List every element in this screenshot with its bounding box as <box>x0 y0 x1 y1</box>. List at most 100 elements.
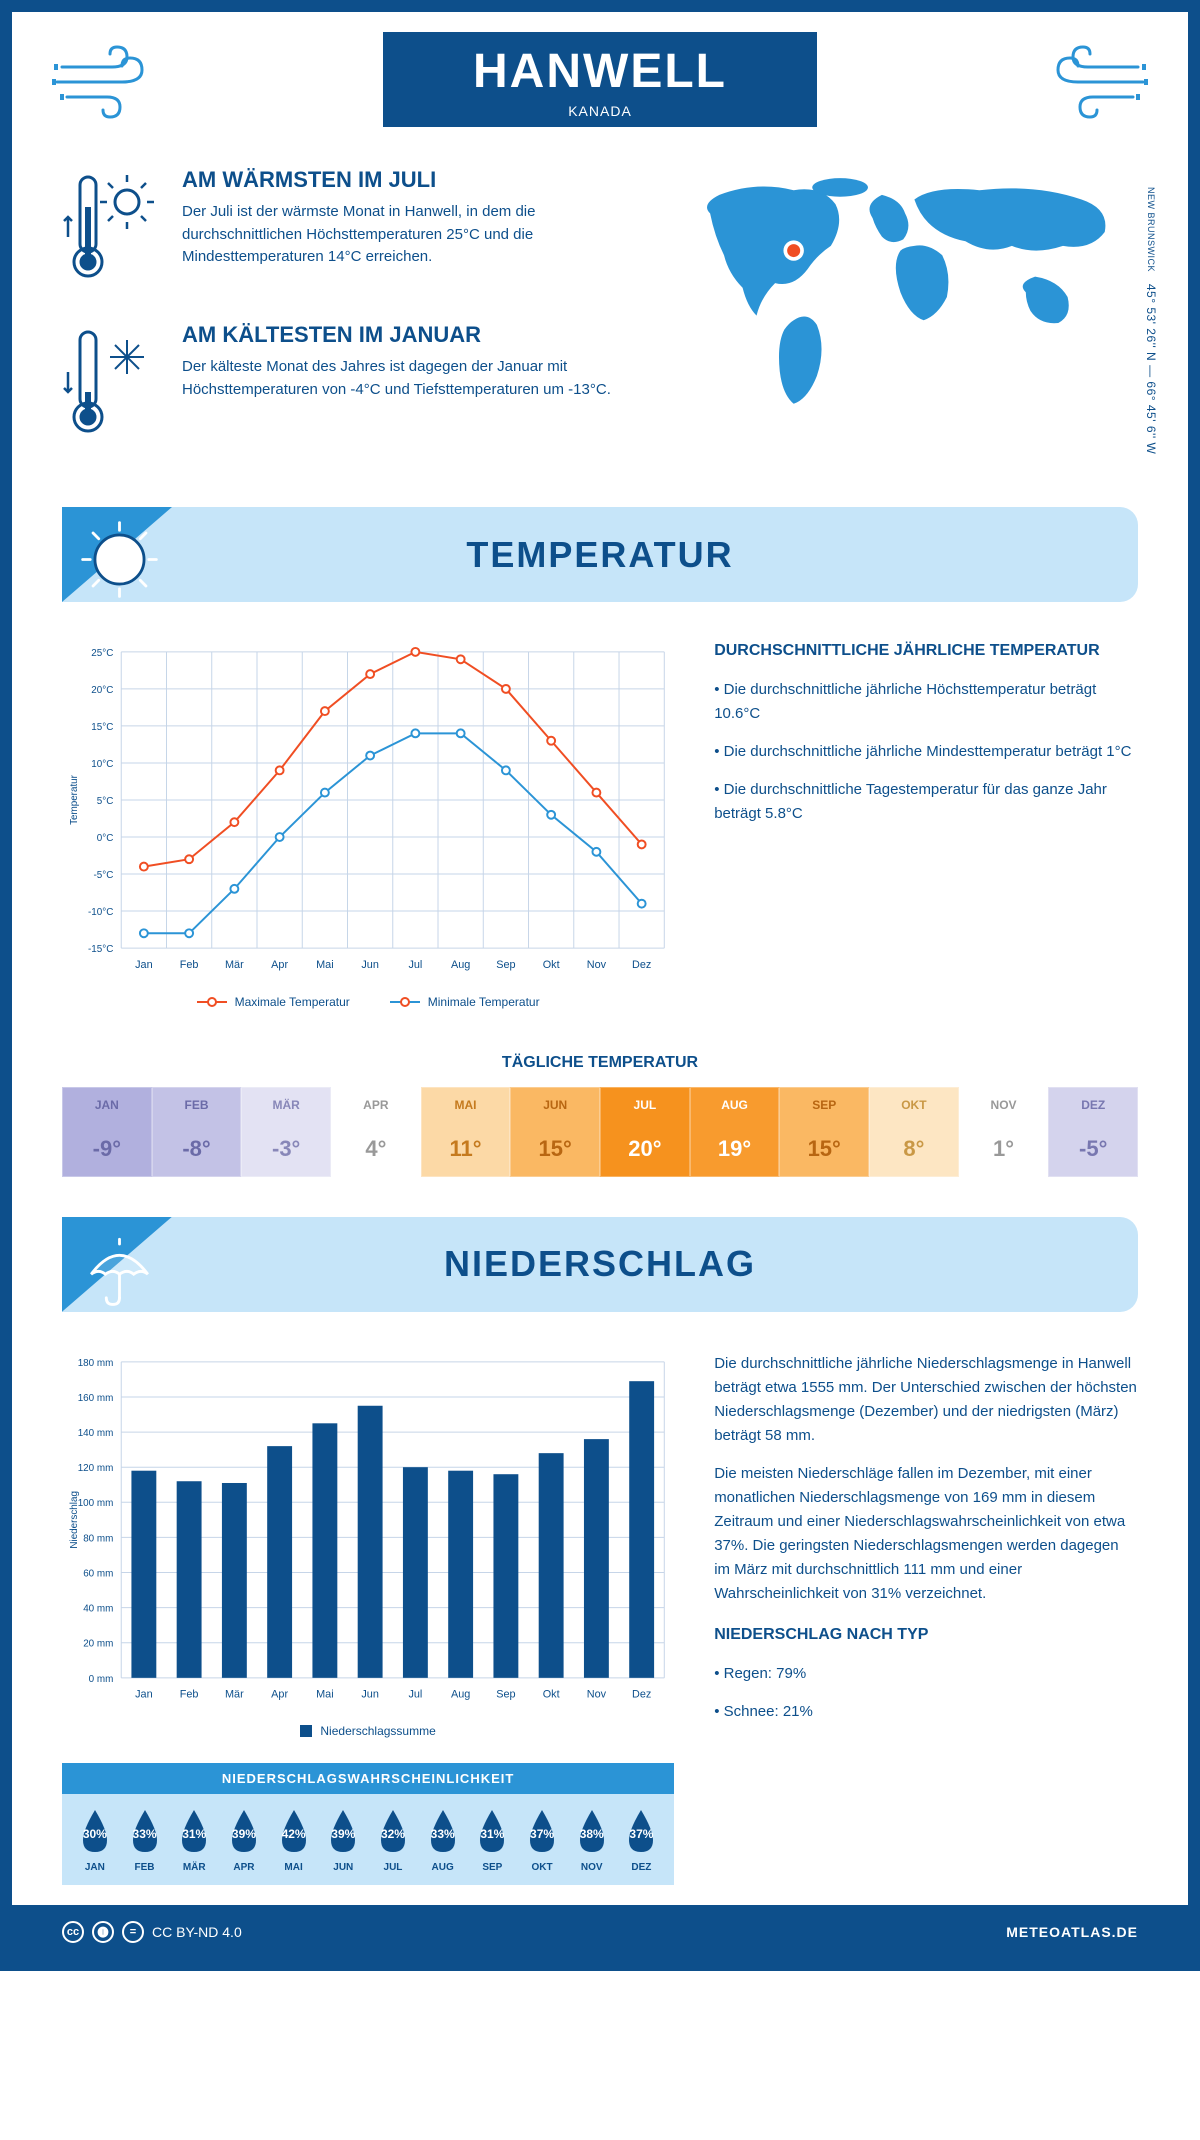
svg-text:Jan: Jan <box>135 959 153 971</box>
footer: cc 🅘 = CC BY-ND 4.0 METEOATLAS.DE <box>12 1905 1188 1959</box>
probability-cell: 31%SEP <box>468 1806 518 1873</box>
precipitation-probability-box: NIEDERSCHLAGSWAHRSCHEINLICHKEIT 30%JAN33… <box>62 1763 674 1885</box>
svg-text:25°C: 25°C <box>91 648 113 659</box>
cc-nd-icon: = <box>122 1921 144 1943</box>
temperature-section-header: TEMPERATUR <box>62 507 1138 602</box>
svg-text:180 mm: 180 mm <box>78 1358 114 1369</box>
coordinates: NEW BRUNSWICK 45° 53' 26'' N — 66° 45' 6… <box>1144 187 1158 454</box>
thermometer-hot-icon <box>62 167 162 287</box>
coldest-title: AM KÄLTESTEN IM JANUAR <box>182 322 632 348</box>
sun-icon <box>77 517 162 602</box>
svg-text:160 mm: 160 mm <box>78 1393 114 1404</box>
daily-temp-cell: MÄR-3° <box>241 1087 331 1177</box>
precipitation-section-header: NIEDERSCHLAG <box>62 1217 1138 1312</box>
probability-cell: 37%OKT <box>517 1806 567 1873</box>
avg-temp-title: DURCHSCHNITTLICHE JÄHRLICHE TEMPERATUR <box>714 642 1138 660</box>
daily-temp-cell: JUL20° <box>600 1087 690 1177</box>
daily-temp-cell: FEB-8° <box>152 1087 242 1177</box>
daily-temp-cell: JAN-9° <box>62 1087 152 1177</box>
probability-cell: 31%MÄR <box>169 1806 219 1873</box>
intro-section: AM WÄRMSTEN IM JULI Der Juli ist der wär… <box>12 157 1188 507</box>
svg-text:Jun: Jun <box>361 1688 379 1700</box>
svg-text:Dez: Dez <box>632 959 651 971</box>
svg-text:Jun: Jun <box>361 959 379 971</box>
probability-cell: 33%AUG <box>418 1806 468 1873</box>
svg-text:Jul: Jul <box>408 959 422 971</box>
wind-icon <box>52 42 172 122</box>
temperature-title: TEMPERATUR <box>466 534 733 576</box>
svg-text:Okt: Okt <box>543 1688 560 1700</box>
daily-temp-cell: AUG19° <box>690 1087 780 1177</box>
warmest-text: Der Juli ist der wärmste Monat in Hanwel… <box>182 201 632 269</box>
svg-text:10°C: 10°C <box>91 759 113 770</box>
svg-text:Feb: Feb <box>180 959 199 971</box>
svg-text:Nov: Nov <box>587 959 607 971</box>
precipitation-chart: 0 mm 20 mm 40 mm 60 mm 80 mm 100 mm 120 mm 140 … <box>62 1352 674 1707</box>
svg-text:Aug: Aug <box>451 959 470 971</box>
warmest-block: AM WÄRMSTEN IM JULI Der Juli ist der wär… <box>62 167 632 292</box>
temperature-chart: -15°C -10°C -5°C 0°C 5°C 10°C 15°C 20°C 25°C Jan F… <box>62 642 674 978</box>
svg-text:Jul: Jul <box>408 1688 422 1700</box>
svg-text:-5°C: -5°C <box>93 870 113 881</box>
precipitation-title: NIEDERSCHLAG <box>444 1243 756 1285</box>
probability-cell: 37%DEZ <box>617 1806 667 1873</box>
svg-text:Sep: Sep <box>496 959 515 971</box>
daily-temp-grid: JAN-9°FEB-8°MÄR-3°APR4°MAI11°JUN15°JUL20… <box>62 1087 1138 1177</box>
header: HANWELL KANADA <box>12 12 1188 157</box>
daily-temp-cell: DEZ-5° <box>1048 1087 1138 1177</box>
probability-cell: 38%NOV <box>567 1806 617 1873</box>
wind-icon <box>1028 42 1148 122</box>
title-banner: HANWELL KANADA <box>383 32 817 127</box>
probability-cell: 30%JAN <box>70 1806 120 1873</box>
svg-text:Niederschlag: Niederschlag <box>69 1491 80 1549</box>
probability-cell: 32%JUL <box>368 1806 418 1873</box>
city-title: HANWELL <box>473 44 727 99</box>
svg-text:100 mm: 100 mm <box>78 1498 114 1509</box>
svg-text:Mai: Mai <box>316 1688 334 1700</box>
coldest-text: Der kälteste Monat des Jahres ist dagege… <box>182 356 632 401</box>
svg-text:5°C: 5°C <box>97 796 114 807</box>
svg-text:Apr: Apr <box>271 1688 288 1700</box>
infographic-page: HANWELL KANADA <box>0 0 1200 1971</box>
svg-text:Dez: Dez <box>632 1688 651 1700</box>
world-map <box>672 167 1138 427</box>
svg-text:-15°C: -15°C <box>88 944 113 955</box>
daily-temp-cell: SEP15° <box>779 1087 869 1177</box>
probability-cell: 39%JUN <box>318 1806 368 1873</box>
daily-temp-cell: APR4° <box>331 1087 421 1177</box>
svg-text:Sep: Sep <box>496 1688 515 1700</box>
svg-text:Nov: Nov <box>587 1688 607 1700</box>
svg-text:120 mm: 120 mm <box>78 1463 114 1474</box>
svg-text:80 mm: 80 mm <box>83 1533 113 1544</box>
svg-text:40 mm: 40 mm <box>83 1603 113 1614</box>
daily-temp-cell: NOV1° <box>959 1087 1049 1177</box>
precip-type-title: NIEDERSCHLAG NACH TYP <box>714 1626 1138 1644</box>
svg-text:20°C: 20°C <box>91 685 113 696</box>
daily-temp-cell: OKT8° <box>869 1087 959 1177</box>
svg-text:Mär: Mär <box>225 1688 244 1700</box>
svg-text:Temperatur: Temperatur <box>69 774 80 825</box>
svg-text:15°C: 15°C <box>91 722 113 733</box>
svg-text:140 mm: 140 mm <box>78 1428 114 1439</box>
cc-by-icon: 🅘 <box>92 1921 114 1943</box>
warmest-title: AM WÄRMSTEN IM JULI <box>182 167 632 193</box>
svg-text:60 mm: 60 mm <box>83 1568 113 1579</box>
probability-cell: 42%MAI <box>269 1806 319 1873</box>
cc-icon: cc <box>62 1921 84 1943</box>
daily-temp-cell: JUN15° <box>510 1087 600 1177</box>
coldest-block: AM KÄLTESTEN IM JANUAR Der kälteste Mona… <box>62 322 632 447</box>
svg-text:Okt: Okt <box>543 959 560 971</box>
svg-text:Aug: Aug <box>451 1688 470 1700</box>
svg-text:0 mm: 0 mm <box>89 1673 114 1684</box>
license-text: CC BY-ND 4.0 <box>152 1924 242 1940</box>
svg-text:20 mm: 20 mm <box>83 1638 113 1649</box>
svg-text:0°C: 0°C <box>97 833 114 844</box>
svg-text:Mai: Mai <box>316 959 334 971</box>
daily-temp-cell: MAI11° <box>421 1087 511 1177</box>
probability-cell: 39%APR <box>219 1806 269 1873</box>
svg-text:Mär: Mär <box>225 959 244 971</box>
umbrella-icon <box>77 1227 162 1312</box>
daily-temp-title: TÄGLICHE TEMPERATUR <box>12 1054 1188 1072</box>
svg-text:-10°C: -10°C <box>88 907 113 918</box>
thermometer-cold-icon <box>62 322 162 442</box>
